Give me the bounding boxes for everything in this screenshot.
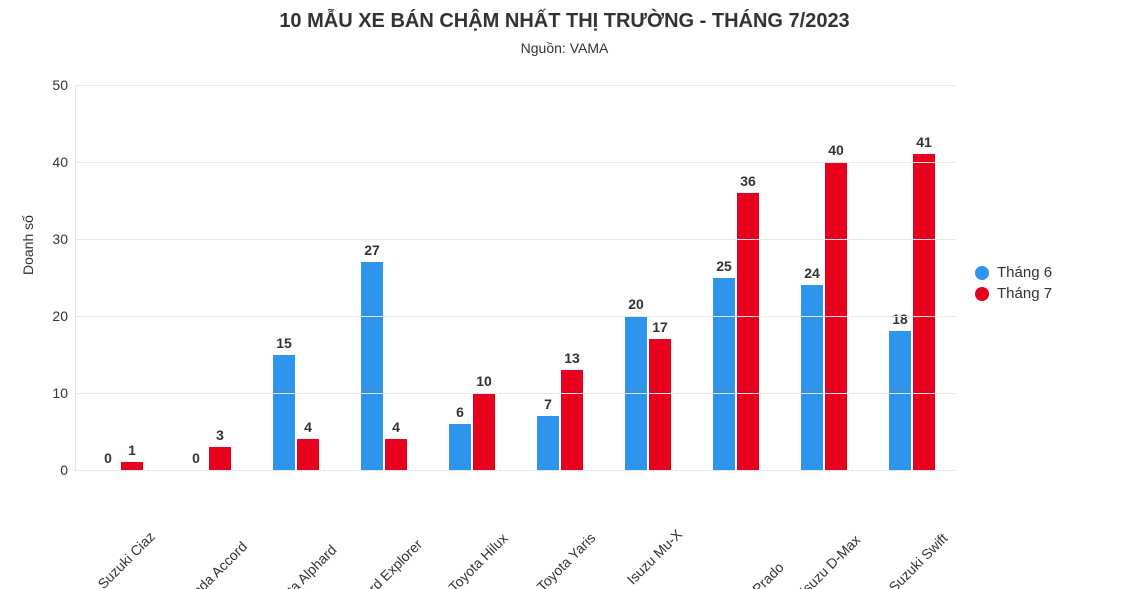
bar-value-label: 20 [628,296,644,312]
bar: 36 [737,193,759,470]
y-axis-title: Doanh số [20,215,36,275]
bar-group: 24 40 [780,85,868,470]
plot-area: 01031542746107132017253624401841 0102030… [75,85,956,471]
bar-value-label: 10 [476,373,492,389]
x-tick-label: Toyota Yaris [534,530,599,589]
y-tick-label: 50 [52,77,76,93]
gridline [76,85,956,86]
bar-value-label: 4 [304,419,312,435]
x-tick: Honda Accord [239,476,313,550]
bar-value-label: 36 [740,173,756,189]
gridline [76,162,956,163]
bar-value-label: 41 [916,134,932,150]
legend: Tháng 6 Tháng 7 [975,260,1052,306]
x-tick: Ford Explorer [414,476,485,547]
bar-group: 610 [428,85,516,470]
x-tick-label: Suzuki Ciaz [94,528,158,589]
bar: 15 [273,355,295,471]
bar: 18 [889,331,911,470]
bar: 3 [209,447,231,470]
bar-value-label: 13 [564,350,580,366]
bar-value-label: 3 [216,427,224,443]
x-tick-label: Isuzu Mu-X [624,526,685,587]
x-tick: Toyota Alphard [328,476,405,553]
bar-value-label: 18 [892,311,908,327]
bar-chart: 10 MẪU XE BÁN CHẬM NHẤT THỊ TRƯỜNG - THÁ… [0,0,1129,589]
bar-group: 713 [516,85,604,470]
x-tick: Suzuki Ciaz [147,476,211,540]
bar-group: 2017 [604,85,692,470]
bar-group: 2536 [692,85,780,470]
x-tick-label: Honda Accord [177,538,251,589]
y-tick-label: 30 [52,231,76,247]
bar-group: 274 [340,85,428,470]
legend-swatch [975,287,989,301]
x-tick: Suzuki Swift [939,476,1004,541]
x-tick-label: Toyota Hilux [445,530,510,589]
bar-value-label: 15 [276,335,292,351]
legend-swatch [975,266,989,280]
legend-label: Tháng 6 [997,264,1052,281]
x-tick-label: Toyota Land Prado [692,559,786,589]
legend-item: Tháng 7 [975,285,1052,302]
gridline [76,239,956,240]
bar-value-label: 1 [128,442,136,458]
bars-container: 01031542746107132017253624401841 [76,85,956,470]
bar: 7 [537,416,559,470]
bar: 24 [801,285,823,470]
x-ticks: Suzuki Ciaz Honda AccordToyota AlphardFor… [75,470,955,580]
legend-label: Tháng 7 [997,285,1052,302]
bar-value-label: 7 [544,396,552,412]
bar-group: 154 [252,85,340,470]
x-tick-label: Suzuki Swift [885,530,950,589]
x-tick-label: Ford Explorer [354,536,425,589]
x-tick: Toyota Yaris [587,476,652,541]
x-tick-label: Toyota Alphard [263,541,340,589]
bar-value-label: 0 [192,450,200,466]
bar: 27 [361,262,383,470]
legend-item: Tháng 6 [975,264,1052,281]
bar: 10 [473,393,495,470]
bar-value-label: 4 [392,419,400,435]
x-tick: Toyota Hilux [499,476,564,541]
y-tick-label: 20 [52,308,76,324]
bar: 4 [385,439,407,470]
y-tick-label: 40 [52,154,76,170]
x-tick: Toyota Land Prado [775,476,869,570]
bar-value-label: 40 [828,142,844,158]
bar: 6 [449,424,471,470]
bar-group: 03 [164,85,252,470]
bar-value-label: 25 [716,258,732,274]
gridline [76,393,956,394]
bar-group: 1841 [868,85,956,470]
bar-value-label: 24 [804,265,820,281]
bar: 1 [121,462,143,470]
bar-group: 01 [76,85,164,470]
bar-value-label: 17 [652,319,668,335]
bar: 17 [649,339,671,470]
bar-value-label: 27 [364,242,380,258]
x-tick: Isuzu Mu-X [674,476,735,537]
bar: 41 [913,154,935,470]
bar: 13 [561,370,583,470]
chart-subtitle: Nguồn: VAMA [0,40,1129,56]
gridline [76,316,956,317]
bar: 25 [713,278,735,471]
y-tick-label: 10 [52,385,76,401]
y-tick-label: 0 [60,462,76,478]
bar: 4 [297,439,319,470]
bar-value-label: 0 [104,450,112,466]
chart-title: 10 MẪU XE BÁN CHẬM NHẤT THỊ TRƯỜNG - THÁ… [0,10,1129,33]
bar-value-label: 6 [456,404,464,420]
